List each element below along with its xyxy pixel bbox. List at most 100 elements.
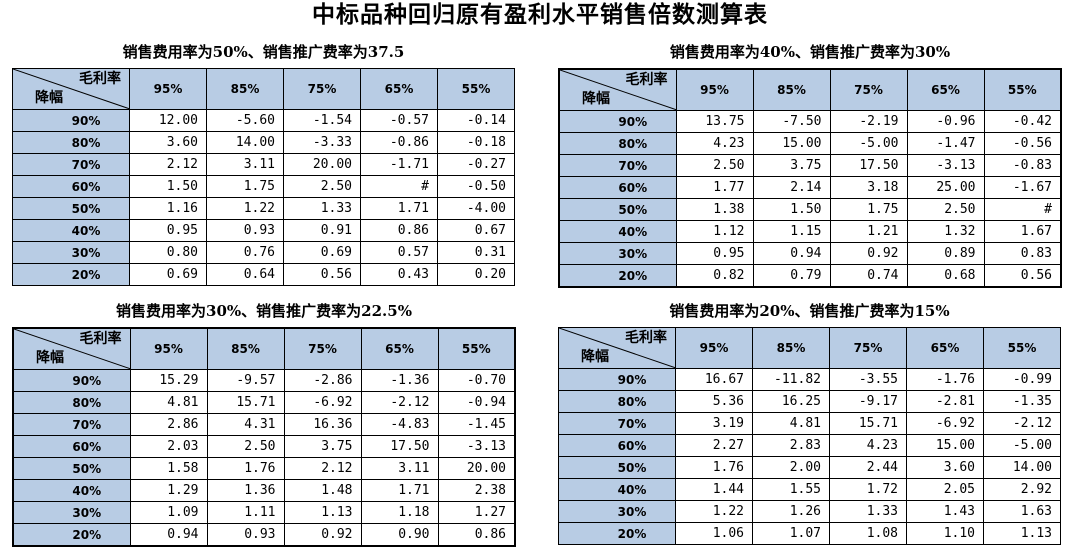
table-title: 销售费用率为50%、销售推广费率为37.5: [122, 43, 405, 61]
data-table: 毛利率 降幅 95% 85% 75% 65% 55% 90% 16.67 -11.82 -3.55-…: [558, 327, 1061, 545]
table-title: 销售费用率为40%、销售推广费率为30%: [669, 43, 951, 61]
table-row: 50% 1.58 1.76 2.12 3.11 20.00: [12, 457, 516, 480]
table-cell: 2.00: [752, 456, 830, 479]
row-header: 30%: [12, 501, 131, 524]
row-header: 80%: [558, 390, 676, 413]
table-cell: -5.60: [206, 109, 284, 132]
table-cell: -0.96: [906, 110, 985, 133]
table-cell: 0.68: [906, 264, 985, 288]
table-cell: 2.50: [283, 175, 361, 198]
row-header: 90%: [558, 110, 677, 133]
table-cell: 0.92: [283, 523, 362, 547]
column-header: 95%: [675, 327, 753, 369]
table-cell: 12.00: [129, 109, 207, 132]
table-cell: 0.20: [437, 263, 515, 286]
table-cell: 4.23: [675, 132, 754, 155]
table-cell: 1.55: [752, 478, 830, 501]
table-cell: 15.00: [752, 132, 831, 155]
table-cell: -1.67: [983, 176, 1062, 199]
table-cell: 14.00: [983, 456, 1061, 479]
table-cell: 2.38: [437, 479, 516, 502]
corner-cell: 毛利率 降幅: [558, 327, 676, 369]
table-row: 90% 16.67 -11.82 -3.55 -1.76 -0.99: [558, 368, 1061, 391]
table-row: 60% 2.03 2.50 3.75 17.50 -3.13: [12, 435, 516, 458]
table-cell: 1.67: [983, 220, 1062, 243]
table-cell: 0.82: [675, 264, 754, 288]
table-row: 60% 1.50 1.75 2.50 # -0.50: [12, 175, 515, 198]
column-header: 65%: [906, 327, 984, 369]
table-cell: -5.00: [983, 434, 1061, 457]
table-row: 20% 1.06 1.07 1.08 1.10 1.13: [558, 522, 1061, 545]
table-cell: 3.11: [360, 457, 439, 480]
table-cell: -2.81: [906, 390, 984, 413]
table-cell: 1.33: [283, 197, 361, 220]
table-cell: 13.75: [675, 110, 754, 133]
row-header: 90%: [12, 369, 131, 392]
table-row: 70% 2.50 3.75 17.50 -3.13 -0.83: [558, 154, 1062, 177]
row-header: 80%: [12, 131, 130, 154]
table-block-top-right: 销售费用率为40%、销售推广费率为30% 毛利率 降幅 95% 85% 75% 65% 55%…: [558, 36, 1062, 288]
table-cell: 1.10: [906, 522, 984, 545]
table-cell: -6.92: [283, 391, 362, 414]
table-row: 40% 1.29 1.36 1.48 1.71 2.38: [12, 479, 516, 502]
table-cell: -3.13: [437, 435, 516, 458]
table-cell: 0.80: [129, 241, 207, 264]
table-cell: -2.12: [360, 391, 439, 414]
table-cell: -0.18: [437, 131, 515, 154]
diagonal-divider: [560, 70, 675, 110]
row-header: 60%: [558, 176, 677, 199]
table-cell: 0.93: [206, 219, 284, 242]
table-cell: 16.25: [752, 390, 830, 413]
column-header: 55%: [983, 327, 1061, 369]
table-cell: 0.79: [752, 264, 831, 288]
column-header: 55%: [437, 68, 515, 110]
table-cell: 1.76: [206, 457, 285, 480]
table-row: 80% 5.36 16.25 -9.17 -2.81 -1.35: [558, 390, 1061, 413]
table-cell: 4.81: [752, 412, 830, 435]
row-header: 80%: [558, 132, 677, 155]
table-row: 20% 0.94 0.93 0.92 0.90 0.86: [12, 523, 516, 547]
row-header: 70%: [12, 413, 131, 436]
table-cell: 15.29: [129, 369, 208, 392]
table-row: 80% 4.81 15.71 -6.92 -2.12 -0.94: [12, 391, 516, 414]
table-cell: 1.08: [829, 522, 907, 545]
table-cell: 17.50: [829, 154, 908, 177]
corner-top-label: 毛利率: [79, 71, 121, 87]
table-cell: 4.31: [206, 413, 285, 436]
table-cell: 0.64: [206, 263, 284, 286]
table-cell: -0.86: [360, 131, 438, 154]
row-header: 50%: [558, 456, 676, 479]
table-cell: -0.42: [983, 110, 1062, 133]
table-cell: -1.76: [906, 368, 984, 391]
table-row: 90% 15.29 -9.57 -2.86 -1.36 -0.70: [12, 369, 516, 392]
table-row: 50% 1.76 2.00 2.44 3.60 14.00: [558, 456, 1061, 479]
table-cell: #: [360, 175, 438, 198]
table-row: 80% 4.23 15.00 -5.00 -1.47 -0.56: [558, 132, 1062, 155]
corner-bottom-label: 降幅: [581, 349, 609, 365]
table-cell: 1.12: [675, 220, 754, 243]
header-row: 毛利率 降幅 95% 85% 75% 65% 55%: [12, 68, 515, 110]
table-cell: 1.75: [829, 198, 908, 221]
table-cell: -7.50: [752, 110, 831, 133]
table-cell: 0.57: [360, 241, 438, 264]
table-cell: -1.35: [983, 390, 1061, 413]
table-cell: -2.19: [829, 110, 908, 133]
corner-bottom-label: 降幅: [582, 91, 610, 107]
row-header: 40%: [558, 220, 677, 243]
table-cell: 0.93: [206, 523, 285, 547]
table-row: 60% 2.27 2.83 4.23 15.00 -5.00: [558, 434, 1061, 457]
table-cell: -0.57: [360, 109, 438, 132]
table-cell: 1.48: [283, 479, 362, 502]
table-cell: -4.83: [360, 413, 439, 436]
corner-bottom-label: 降幅: [36, 350, 64, 366]
table-cell: 17.50: [360, 435, 439, 458]
table-cell: 1.13: [283, 501, 362, 524]
column-header: 75%: [829, 327, 907, 369]
table-cell: 2.86: [129, 413, 208, 436]
row-header: 50%: [558, 198, 677, 221]
table-cell: -2.86: [283, 369, 362, 392]
table-cell: 16.67: [675, 368, 753, 391]
table-cell: 1.75: [206, 175, 284, 198]
corner-cell: 毛利率 降幅: [12, 68, 130, 110]
table-cell: 1.72: [829, 478, 907, 501]
